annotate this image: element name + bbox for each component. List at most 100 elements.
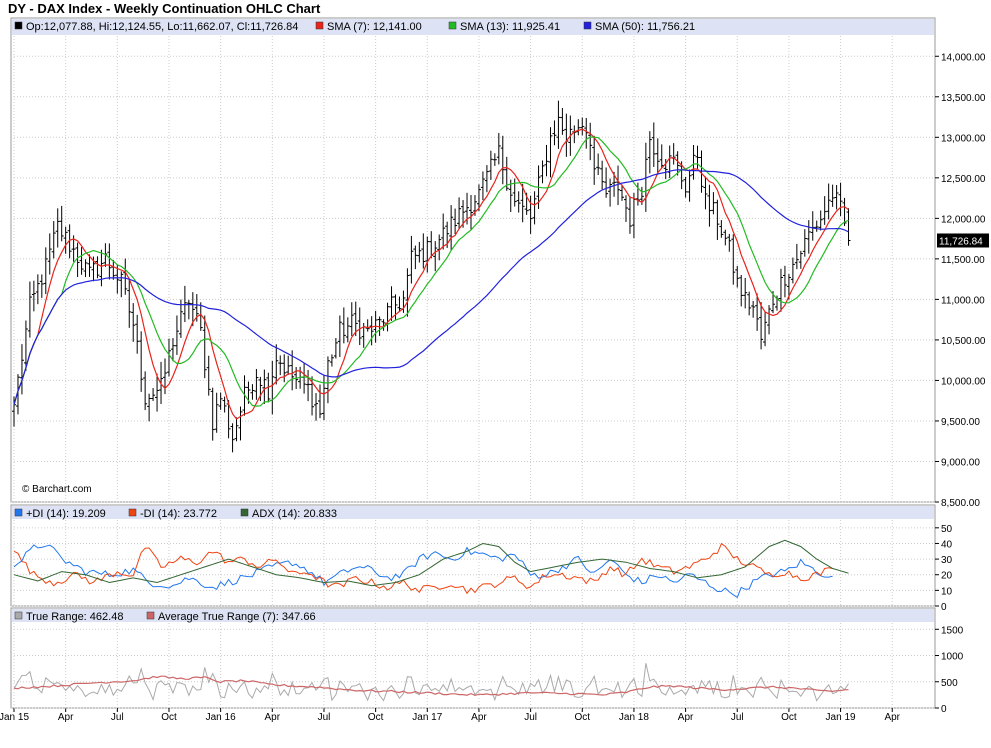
ohlc-bar xyxy=(131,303,136,342)
ohlc-bar xyxy=(576,119,581,136)
ohlc-bar xyxy=(75,242,80,277)
ohlc-bar xyxy=(127,278,132,328)
ohlc-bars xyxy=(12,100,851,453)
ohlc-bar xyxy=(790,257,795,284)
ohlc-bar xyxy=(794,243,799,270)
ohlc-bar xyxy=(206,355,211,396)
ohlc-bar xyxy=(806,220,811,254)
y-tick-label: 12,500.00 xyxy=(941,174,986,185)
ohlc-bar xyxy=(337,315,342,357)
legend-swatch xyxy=(14,21,23,30)
ohlc-bar xyxy=(409,235,414,284)
ohlc-bar xyxy=(759,302,764,350)
ohlc-bar xyxy=(119,271,124,298)
ohlc-bar xyxy=(425,236,430,273)
ohlc-bar xyxy=(492,153,497,166)
panel-frame-atr xyxy=(10,607,936,709)
legend-entry: -DI (14): 23.772 xyxy=(140,508,217,520)
ohlc-bar xyxy=(484,165,489,193)
ohlc-bar xyxy=(778,268,783,312)
ohlc-bar xyxy=(711,192,716,215)
ohlc-bar xyxy=(695,145,700,169)
ohlc-bar xyxy=(421,233,426,269)
y-tick-label: 1000 xyxy=(941,652,964,663)
ohlc-bar xyxy=(222,396,227,413)
y-tick-label: 12,000.00 xyxy=(941,214,986,225)
ohlc-bar xyxy=(818,210,823,231)
ohlc-bar xyxy=(651,122,656,167)
ohlc-bar xyxy=(139,331,144,392)
ohlc-bar xyxy=(663,159,668,180)
y-tick-label: 14,000.00 xyxy=(941,52,986,63)
ohlc-bar xyxy=(814,220,819,232)
ohlc-bar xyxy=(683,176,688,198)
ohlc-bar xyxy=(604,167,609,198)
y-tick-label: 13,000.00 xyxy=(941,133,986,144)
ohlc-bar xyxy=(802,229,807,257)
atr-line xyxy=(13,675,849,697)
y-tick-label: 40 xyxy=(941,539,953,550)
y-tick-label: 1500 xyxy=(941,625,964,636)
ohlc-bar xyxy=(274,344,279,385)
ohlc-bar xyxy=(51,221,56,259)
legend-swatch xyxy=(583,21,592,30)
watermark: © Barchart.com xyxy=(22,484,92,495)
x-tick-label: Jul xyxy=(318,712,331,723)
minus-di-line xyxy=(13,542,833,595)
legend-entry: SMA (13): 11,925.41 xyxy=(460,21,560,33)
ohlc-bar xyxy=(727,233,732,252)
ohlc-bar xyxy=(63,226,68,254)
ohlc-bar xyxy=(329,354,334,367)
ohlc-bar xyxy=(743,277,748,309)
ohlc-bar xyxy=(763,312,768,347)
ohlc-bar xyxy=(417,241,422,263)
ohlc-bar xyxy=(798,250,803,269)
ohlc-bar xyxy=(43,247,48,295)
ohlc-bar xyxy=(314,393,319,421)
ohlc-bar xyxy=(405,268,410,317)
ohlc-bar xyxy=(707,184,712,227)
y-tick-label: 13,500.00 xyxy=(941,93,986,104)
x-tick-label: Apr xyxy=(265,712,281,723)
ohlc-bar xyxy=(457,197,462,229)
ohlc-bar xyxy=(230,423,235,453)
y-tick-label: 11,500.00 xyxy=(941,255,985,266)
ohlc-bar xyxy=(143,371,148,411)
x-tick-label: Jan 18 xyxy=(619,712,649,723)
ohlc-bar xyxy=(834,185,839,210)
legend-entry: ADX (14): 20.833 xyxy=(252,508,337,520)
ohlc-bar xyxy=(735,265,740,288)
ohlc-bar xyxy=(600,160,605,190)
ohlc-bar xyxy=(826,183,831,220)
ohlc-bar xyxy=(218,392,223,410)
ohlc-bar xyxy=(544,144,549,177)
ohlc-bar xyxy=(151,387,156,401)
ohlc-bar xyxy=(687,169,692,202)
ohlc-bar xyxy=(480,171,485,201)
ohlc-bar xyxy=(250,384,255,400)
ohlc-bar xyxy=(500,135,505,185)
sma50-line xyxy=(13,169,849,405)
x-tick-label: Jan 15 xyxy=(0,712,29,723)
y-tick-label: 11,000.00 xyxy=(941,295,985,306)
y-tick-label: 10 xyxy=(941,586,953,597)
x-tick-label: Apr xyxy=(884,712,900,723)
ohlc-bar xyxy=(357,307,362,346)
legend-entry: Op:12,077.88, Hi:12,124.55, Lo:11,662.07… xyxy=(26,21,298,33)
true-range-line xyxy=(13,663,849,702)
x-tick-label: Apr xyxy=(58,712,74,723)
ohlc-bar xyxy=(15,374,20,415)
ohlc-bar xyxy=(59,205,64,242)
ohlc-bar xyxy=(580,117,585,136)
ohlc-bar xyxy=(715,199,720,240)
ohlc-bar xyxy=(123,258,128,295)
last-price-box xyxy=(937,233,989,248)
x-tick-label: Jul xyxy=(111,712,124,723)
y-tick-label: 50 xyxy=(941,524,953,535)
x-tick-label: Oct xyxy=(574,712,590,723)
ohlc-bar xyxy=(782,265,787,298)
ohlc-bar xyxy=(560,107,565,135)
ohlc-bar xyxy=(731,234,736,285)
y-tick-label: 0 xyxy=(941,704,947,715)
ohlc-bar xyxy=(755,293,760,331)
